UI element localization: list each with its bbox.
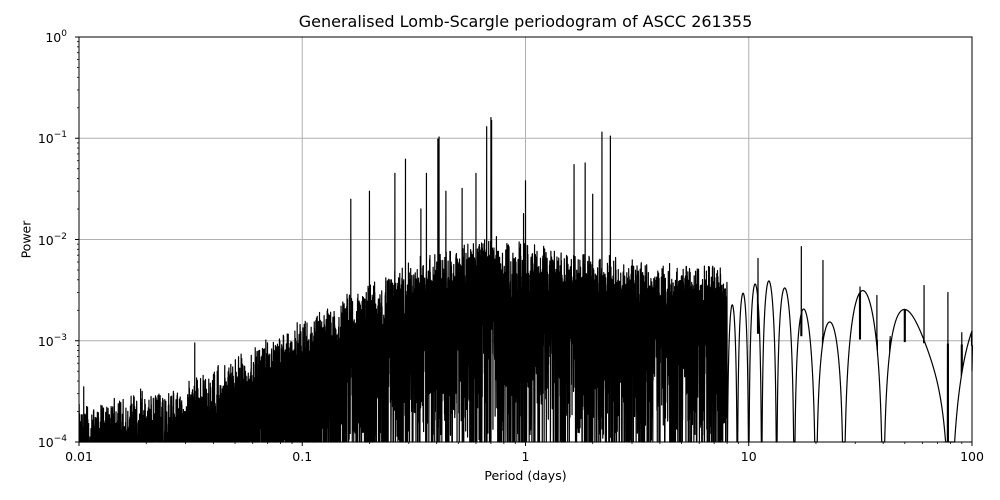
y-axis-label: Power — [18, 220, 34, 259]
y-tick-label: 100 — [45, 29, 67, 45]
x-tick-label: 10 — [740, 449, 757, 464]
power-series-line — [78, 116, 974, 443]
x-tick-label: 1 — [521, 449, 530, 464]
y-tick-label: 10−2 — [37, 231, 67, 248]
x-tick-label: 100 — [960, 449, 984, 464]
axis-ticks — [75, 36, 973, 446]
x-tick-label: 0.01 — [65, 449, 93, 464]
x-axis-label: Period (days) — [484, 468, 567, 483]
y-tick-label: 10−1 — [37, 130, 67, 147]
y-tick-label: 10−3 — [37, 332, 67, 349]
x-tick-label: 0.1 — [292, 449, 313, 464]
chart-title: Generalised Lomb-Scargle periodogram of … — [298, 12, 753, 31]
y-tick-label: 10−4 — [37, 434, 67, 450]
